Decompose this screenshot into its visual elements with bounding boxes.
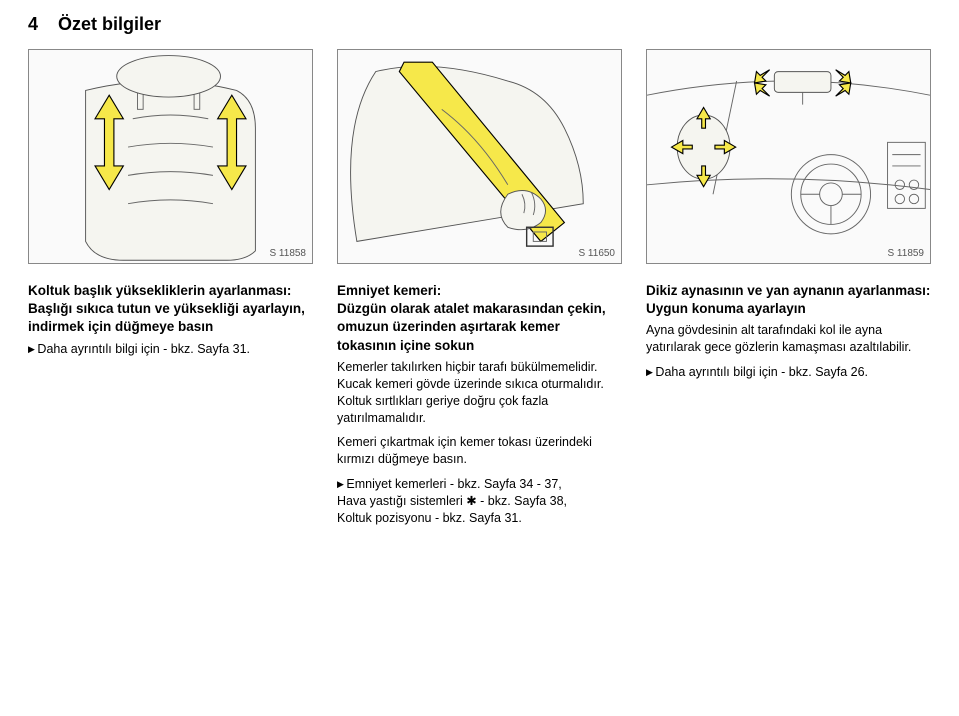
illustration-label: S 11650 (578, 248, 615, 259)
col3-paragraph: Ayna gövdesinin alt tarafındaki kol ile … (646, 322, 931, 356)
illustration-row: S 11858 S 11650 (28, 49, 931, 264)
col2-heading: Emniyet kemeri: Düzgün olarak atalet mak… (337, 282, 622, 355)
illustration-label: S 11858 (269, 248, 306, 259)
illustration-label: S 11859 (887, 248, 924, 259)
column-seatbelt: Emniyet kemeri: Düzgün olarak atalet mak… (337, 282, 622, 535)
col3-heading: Dikiz aynasının ve yan aynanın ayarlanma… (646, 282, 931, 318)
col2-paragraph: Kemerler takılırken hiçbir tarafı bükülm… (337, 359, 622, 427)
page-header: 4 Özet bilgiler (28, 14, 931, 35)
illustration-seatbelt: S 11650 (337, 49, 622, 264)
col2-paragraph: Kemeri çıkartmak için kemer tokası üzeri… (337, 434, 622, 468)
col2-reference: Emniyet kemerleri - bkz. Sayfa 34 - 37, … (337, 476, 622, 527)
col1-reference: Daha ayrıntılı bilgi için - bkz. Sayfa 3… (28, 341, 313, 358)
page-number: 4 (28, 14, 38, 35)
illustration-mirrors: S 11859 (646, 49, 931, 264)
page-title: Özet bilgiler (58, 14, 161, 35)
col1-heading: Koltuk başlık yüksekliklerin ayarlanması… (28, 282, 313, 337)
col3-reference: Daha ayrıntılı bilgi için - bkz. Sayfa 2… (646, 364, 931, 381)
illustration-headrest: S 11858 (28, 49, 313, 264)
column-headrest: Koltuk başlık yüksekliklerin ayarlanması… (28, 282, 313, 535)
column-mirrors: Dikiz aynasının ve yan aynanın ayarlanma… (646, 282, 931, 535)
text-columns: Koltuk başlık yüksekliklerin ayarlanması… (28, 282, 931, 535)
